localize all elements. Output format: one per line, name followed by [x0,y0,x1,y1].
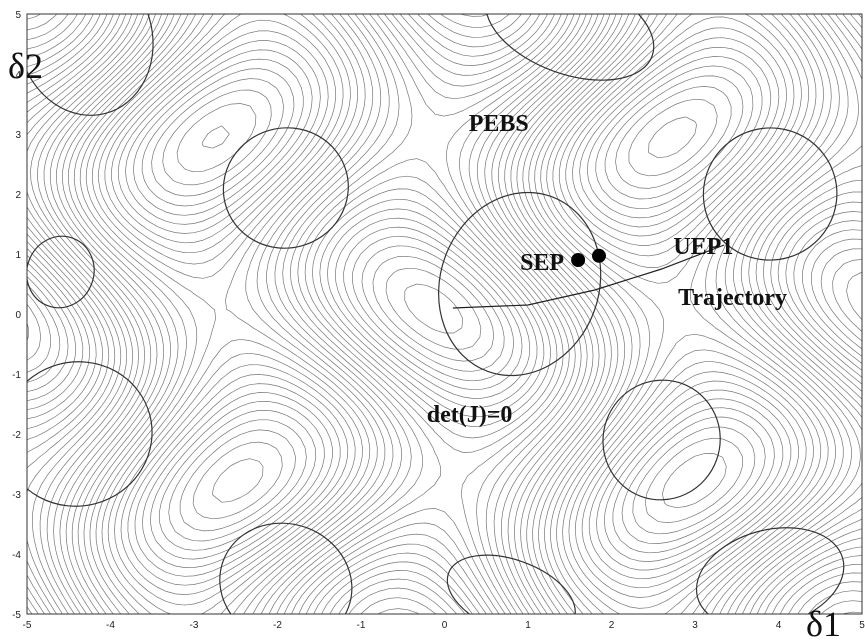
contour-level [73,14,862,614]
sep-label: SEP [520,250,564,276]
contour-level [27,14,522,614]
contour-level [104,14,862,614]
contour-level [43,14,862,614]
contour-level [27,14,482,614]
x-tick-label: -3 [190,620,199,631]
contour-level [176,27,807,589]
contour-level [98,14,862,614]
trajectory-curve [452,244,725,309]
y-tick-label: 1 [15,250,21,261]
plot-frame [26,13,863,615]
contour-level [27,14,87,402]
det-j-zero-curve [695,527,845,614]
contour-level [117,14,852,614]
x-tick-labels: -5 -4 -3 -2 -1 0 1 2 3 4 5 [23,620,865,631]
contour-level [615,86,756,535]
contour-level [628,98,743,523]
contour-level [27,14,78,393]
y-tick-label: -5 [12,610,21,621]
contour-level [27,14,532,614]
det-j-zero-curve [222,127,349,249]
y-tick-label: 5 [15,10,21,21]
y-tick-label: -2 [12,430,21,441]
contour-level [37,14,862,614]
contour-level [151,14,822,609]
y-tick-label: -1 [12,370,21,381]
x-tick-label: 1 [525,620,531,631]
y-tick-label: 0 [15,310,21,321]
contour-level [604,75,766,544]
det-j-zero-curve [438,191,602,377]
contour-level [579,46,792,571]
sep-point [571,253,586,267]
det-j-zero-curve [702,127,838,261]
contour-level [27,14,464,411]
trajectory-label: Trajectory [678,285,787,311]
y-axis-label: δ2 [8,46,43,86]
contour-level [56,14,862,614]
x-axis-label: δ1 [806,604,841,641]
det-j-zero-curve [27,14,154,116]
det-j-0-label: det(J)=0 [427,402,513,428]
det-j-zero-curve [485,14,655,81]
contour-level [141,14,829,614]
contour-level [49,14,862,614]
pebs-label: PEBS [469,111,529,137]
x-tick-label: -1 [357,620,366,631]
contour-level [67,14,862,614]
y-tick-labels: -5 -4 -3 -2 -1 0 1 2 3 4 5 [12,10,21,621]
contour-level [27,14,42,361]
contour-level [62,14,862,614]
y-tick-label: -3 [12,490,21,501]
det-j-zero-curve [602,379,721,501]
x-tick-label: -4 [106,620,115,631]
contour-level [125,14,844,614]
x-tick-label: 0 [442,620,448,631]
contour-level [111,14,861,614]
x-tick-label: 4 [776,620,782,631]
contour-level [27,14,862,614]
x-tick-label: -2 [273,620,282,631]
contour-level [27,14,548,614]
contour-lines [27,14,862,614]
contour-level [30,14,862,614]
contour-level [79,14,862,614]
x-tick-label: 3 [692,620,698,631]
uep1-point [591,248,606,263]
contour-level [27,14,510,614]
x-tick-label: -5 [23,620,32,631]
contour-level [27,14,495,614]
uep1-label: UEP1 [673,234,733,260]
contour-level [27,14,541,614]
contour-level [595,65,775,554]
x-tick-label: 2 [609,620,615,631]
contour-level [648,116,727,509]
contour-level [27,14,58,373]
y-tick-label: 4 [15,70,21,81]
annotations: SEP PEBS UEP1 Trajectory det(J)=0 [427,111,787,428]
equilibrium-points [571,248,606,267]
contour-level [133,14,836,614]
y-tick-label: 2 [15,190,21,201]
det-j-zero-curve [27,235,95,309]
contour-level [85,14,862,614]
contour-level [162,16,814,598]
det-j-zero-curve [446,554,576,614]
x-tick-label: 5 [859,620,865,631]
contour-level [586,56,784,562]
y-tick-label: -4 [12,550,21,561]
det-j-zero-curve [27,361,153,507]
contour-level [91,14,862,614]
y-tick-label: 3 [15,130,21,141]
det-j-zero-curve [219,522,353,614]
